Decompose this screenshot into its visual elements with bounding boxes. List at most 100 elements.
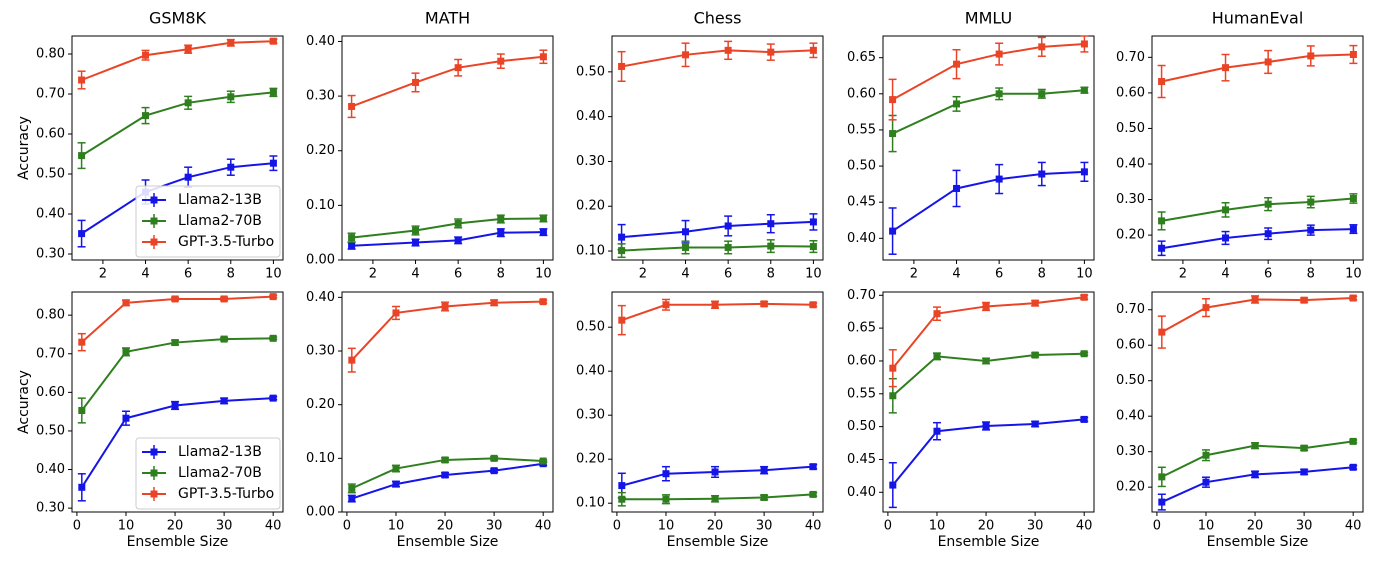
marker	[1349, 50, 1357, 58]
plot-frame	[71, 35, 284, 261]
marker	[760, 466, 768, 474]
x-tick-label: 20	[707, 519, 724, 534]
marker	[1031, 420, 1039, 428]
legend-box	[135, 185, 281, 258]
y-axis-label: Accuracy	[16, 370, 32, 434]
x-tick-label: 30	[486, 519, 503, 534]
marker	[953, 184, 961, 192]
marker	[1080, 168, 1088, 176]
x-tick-label: 10	[265, 267, 282, 282]
y-tick-label: 0.40	[576, 109, 605, 124]
marker	[412, 226, 420, 234]
y-tick-label: 0.40	[306, 290, 335, 305]
marker	[618, 495, 626, 503]
series-line	[1161, 53, 1354, 83]
x-tick-label: 30	[216, 519, 233, 534]
marker	[497, 229, 505, 237]
x-tick-label: 6	[724, 267, 732, 282]
marker	[1158, 78, 1166, 86]
marker	[889, 364, 897, 372]
marker	[142, 112, 150, 120]
marker	[122, 299, 130, 307]
x-tick-label: 10	[658, 519, 675, 534]
panel-title: GSM8K	[149, 9, 207, 28]
marker	[78, 76, 86, 84]
x-tick-label: 30	[1027, 519, 1044, 534]
x-tick-label: 20	[437, 519, 454, 534]
x-tick-label: 4	[411, 267, 419, 282]
y-tick-label: 0.40	[36, 207, 65, 222]
y-tick-label: 0.50	[1116, 373, 1145, 388]
y-tick-label: 0.50	[36, 423, 65, 438]
marker	[1038, 170, 1046, 178]
y-tick-label: 0.30	[306, 344, 335, 359]
marker	[1158, 498, 1166, 506]
marker	[1349, 437, 1357, 445]
y-tick-label: 0.20	[306, 397, 335, 412]
marker	[171, 339, 179, 347]
marker	[933, 352, 941, 360]
x-tick-label: 10	[1345, 267, 1362, 282]
series-line	[351, 217, 544, 239]
marker	[682, 51, 690, 59]
marker	[1349, 463, 1357, 471]
marker	[1307, 198, 1315, 206]
marker	[889, 481, 897, 489]
x-tick-label: 20	[978, 519, 995, 534]
marker	[441, 471, 449, 479]
y-tick-label: 0.30	[1116, 444, 1145, 459]
x-tick-label: 0	[1153, 519, 1161, 534]
y-tick-label: 0.80	[36, 47, 65, 62]
legend-label: Llama2-70B	[178, 465, 262, 481]
marker	[441, 302, 449, 310]
marker	[1264, 200, 1272, 208]
x-tick-label: 40	[265, 519, 282, 534]
y-tick-label: 0.70	[1116, 302, 1145, 317]
marker	[220, 335, 228, 343]
y-tick-label: 0.30	[576, 408, 605, 423]
marker	[539, 214, 547, 222]
series-line	[621, 245, 814, 252]
y-tick-label: 0.30	[576, 154, 605, 169]
y-tick-label: 0.50	[576, 320, 605, 335]
marker	[1080, 86, 1088, 94]
x-tick-label: 8	[497, 267, 505, 282]
x-tick-label: 10	[118, 519, 135, 534]
y-tick-label: 0.60	[847, 353, 876, 368]
legend-box	[135, 437, 281, 510]
marker	[711, 495, 719, 503]
marker	[412, 78, 420, 86]
marker	[933, 310, 941, 318]
y-tick-label: 0.60	[847, 86, 876, 101]
marker	[1080, 40, 1088, 48]
y-tick-label: 0.20	[1116, 228, 1145, 243]
panel: 0.00 0.10 0.20 0.30 0.40 2 4 6 8 10 MATH	[306, 9, 554, 282]
marker	[1158, 328, 1166, 336]
x-tick-label: 10	[388, 519, 405, 534]
marker	[809, 490, 817, 498]
marker	[889, 130, 897, 138]
marker	[711, 301, 719, 309]
marker	[497, 57, 505, 65]
plot-frame	[341, 35, 554, 261]
x-tick-label: 30	[756, 519, 773, 534]
marker	[662, 495, 670, 503]
x-tick-label: 6	[1264, 267, 1272, 282]
x-tick-label: 4	[952, 267, 960, 282]
marker	[1222, 206, 1230, 214]
legend-label: GPT-3.5-Turbo	[178, 234, 274, 250]
plot-frame	[611, 291, 824, 513]
marker	[724, 243, 732, 251]
series-line	[81, 295, 274, 343]
marker	[348, 484, 356, 492]
series-line	[81, 40, 274, 81]
marker	[539, 298, 547, 306]
x-tick-label: 4	[141, 267, 149, 282]
plot-frame	[1151, 35, 1364, 261]
x-axis-label: Ensemble Size	[938, 534, 1040, 550]
marker	[1307, 226, 1315, 234]
marker	[269, 159, 277, 167]
x-tick-label: 2	[99, 267, 107, 282]
series-line	[892, 89, 1085, 135]
marker	[1031, 351, 1039, 359]
